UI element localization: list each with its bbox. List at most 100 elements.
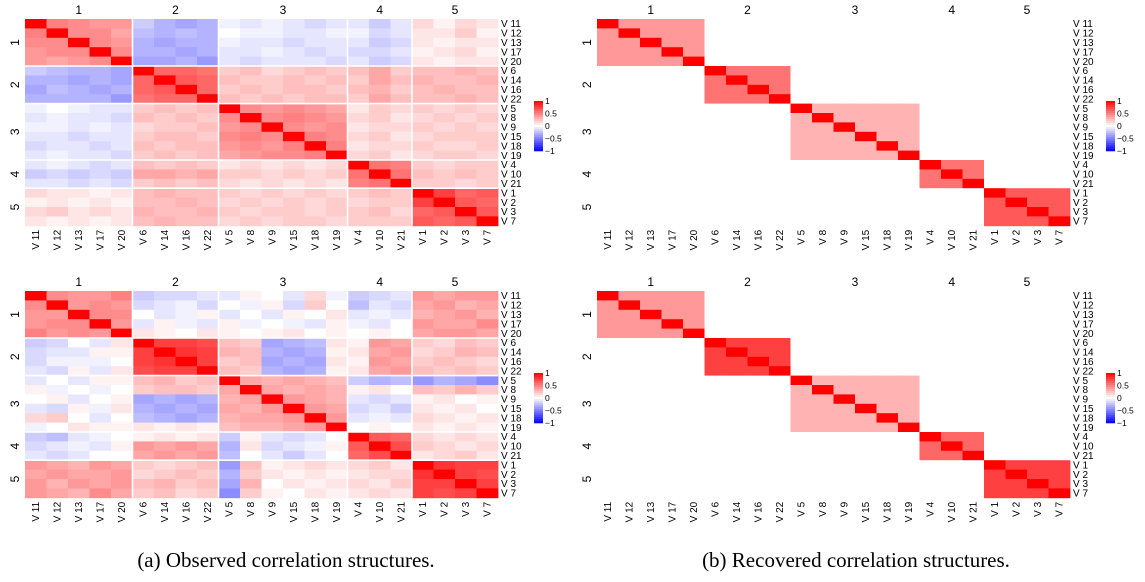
heatmap-cell: [68, 356, 90, 367]
heatmap-cell: [833, 422, 856, 433]
legend-swatch: [534, 119, 543, 122]
heatmap-cell: [111, 37, 133, 48]
heatmap-cell: [89, 347, 112, 358]
heatmap-cell: [597, 328, 619, 339]
heatmap-cell: [347, 356, 370, 367]
heatmap-cell: [197, 469, 219, 480]
heatmap-cell: [790, 403, 813, 414]
heatmap-cell: [898, 141, 920, 151]
heatmap-cell: [704, 169, 727, 180]
heatmap-cell: [347, 460, 370, 470]
heatmap-cell: [812, 319, 834, 329]
heatmap-cell: [769, 450, 791, 461]
column-label: V 17: [668, 229, 679, 250]
heatmap-cell: [790, 19, 813, 29]
heatmap-cell: [769, 66, 791, 76]
legend-swatch: [534, 387, 543, 390]
heatmap-cell: [89, 488, 112, 499]
heatmap-cell: [369, 216, 391, 227]
heatmap-cell: [175, 160, 198, 170]
heatmap-cell: [89, 66, 112, 76]
heatmap-cell: [941, 338, 963, 348]
heatmap-cell: [876, 328, 899, 339]
heatmap-cell: [919, 375, 942, 386]
heatmap-cell: [597, 84, 619, 95]
heatmap-cell: [261, 479, 284, 489]
heatmap-cell: [726, 56, 748, 67]
heatmap-cell: [476, 300, 499, 311]
heatmap-cell: [919, 131, 942, 142]
heatmap-cell: [369, 319, 391, 329]
heatmap-cell: [704, 432, 727, 442]
group-label-top: 4: [376, 275, 383, 289]
row-label: V 7: [501, 489, 516, 500]
heatmap-cell: [726, 216, 748, 227]
column-label: V 22: [775, 501, 786, 522]
heatmap-cell: [369, 28, 391, 39]
heatmap-cell: [369, 178, 391, 189]
heatmap-cell: [261, 28, 284, 39]
heatmap-cell: [240, 413, 262, 423]
heatmap-cell: [476, 37, 499, 48]
row-label: V 13: [1073, 38, 1094, 49]
heatmap-cell: [1005, 113, 1028, 123]
heatmap-cell: [261, 19, 284, 29]
heatmap-cell: [597, 385, 619, 395]
heatmap-cell: [640, 403, 662, 414]
heatmap-cell: [261, 188, 284, 198]
heatmap-cell: [984, 141, 1006, 151]
heatmap-cell: [369, 385, 391, 395]
heatmap-cell: [46, 94, 69, 104]
heatmap-cell: [941, 460, 963, 470]
heatmap-cell: [132, 422, 155, 433]
heatmap-cell: [597, 141, 619, 151]
column-label: V 10: [947, 229, 958, 250]
heatmap-cell: [855, 403, 877, 414]
legend-swatch: [534, 411, 543, 414]
heatmap-cell: [390, 197, 413, 208]
row-label: V 4: [1073, 160, 1088, 171]
heatmap-cell: [132, 169, 155, 180]
heatmap-cell: [433, 19, 456, 29]
heatmap-cell: [347, 197, 370, 208]
heatmap-cell: [347, 131, 370, 142]
heatmap-cell: [390, 84, 413, 95]
heatmap-cell: [283, 291, 305, 301]
heatmap-cell: [941, 122, 963, 133]
heatmap-cell: [89, 403, 112, 414]
heatmap-cell: [941, 66, 963, 76]
heatmap-cell: [369, 188, 391, 198]
heatmap-cell: [661, 197, 684, 208]
heatmap-cell: [154, 441, 176, 452]
heatmap-cell: [726, 47, 748, 57]
heatmap-cell: [962, 197, 985, 208]
heatmap-cell: [618, 122, 641, 133]
heatmap-cell: [240, 479, 262, 489]
heatmap-cell: [661, 479, 684, 489]
heatmap-cell: [68, 300, 90, 311]
heatmap-cell: [597, 375, 619, 386]
heatmap-cell: [261, 319, 284, 329]
column-label: V 22: [203, 229, 214, 250]
heatmap-cell: [111, 356, 133, 367]
heatmap-cell: [640, 131, 662, 142]
legend-swatch: [534, 421, 543, 424]
heatmap-cell: [455, 394, 477, 405]
legend-swatch: [534, 377, 543, 380]
heatmap-observed-top: [25, 19, 499, 227]
heatmap-cell: [390, 207, 413, 217]
heatmap-cell: [1005, 403, 1028, 414]
legend-swatch: [534, 125, 543, 128]
heatmap-cell: [919, 328, 942, 339]
heatmap-cell: [25, 450, 47, 461]
heatmap-cell: [89, 469, 112, 480]
heatmap-cell: [661, 319, 684, 329]
heatmap-cell: [476, 347, 499, 358]
column-label: V 20: [117, 229, 128, 250]
group-label-left: 3: [580, 400, 594, 407]
column-label: V 7: [483, 501, 494, 516]
heatmap-cell: [747, 122, 770, 133]
heatmap-cell: [1005, 216, 1028, 227]
heatmap-cell: [390, 94, 413, 104]
heatmap-cell: [812, 84, 834, 95]
